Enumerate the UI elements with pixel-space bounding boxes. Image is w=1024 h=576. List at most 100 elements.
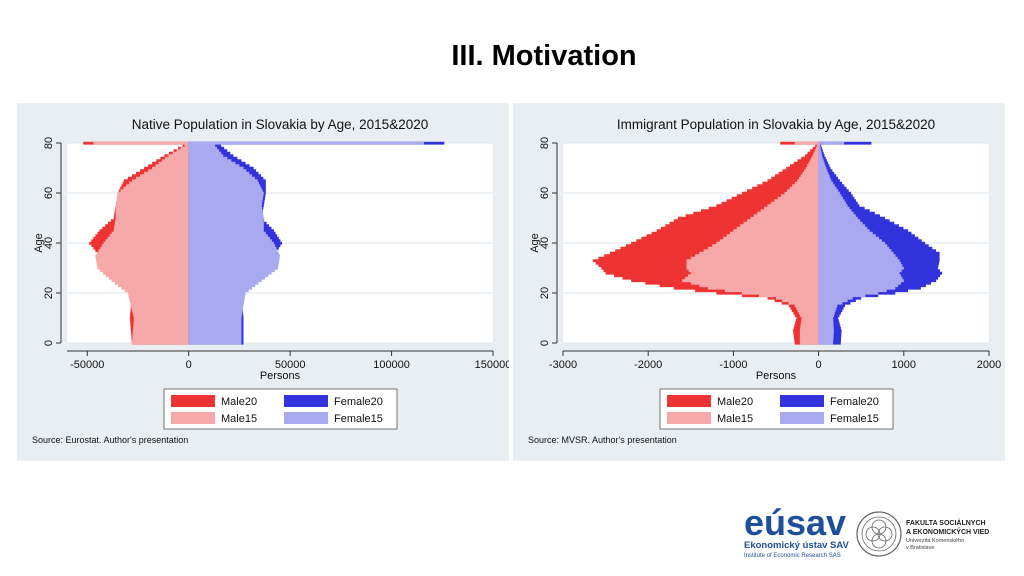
bar-male15 <box>115 206 189 210</box>
bar-male15 <box>144 171 189 175</box>
bar-male15 <box>152 166 189 170</box>
bar-female15 <box>818 264 903 268</box>
bar-female15 <box>188 341 242 345</box>
bar-female15 <box>818 159 824 163</box>
bar-female15 <box>818 309 836 313</box>
bar-male15 <box>161 159 189 163</box>
bar-female15 <box>818 301 843 305</box>
bar-female15 <box>818 189 839 193</box>
bar-male20 <box>673 219 819 223</box>
bar-male15 <box>133 326 189 330</box>
x-tick-label: -3000 <box>549 359 577 371</box>
bar-female15 <box>188 254 280 258</box>
bar-female15 <box>818 179 832 183</box>
bar-female15 <box>188 194 264 198</box>
bar-male15 <box>132 309 189 313</box>
bar-male15 <box>690 281 819 285</box>
bar-male15 <box>123 186 189 190</box>
bar-male15 <box>787 189 819 193</box>
bar-female15 <box>818 291 879 295</box>
bar-female15 <box>818 324 834 328</box>
bar-male15 <box>685 276 819 280</box>
bar-male20 <box>782 169 819 173</box>
bar-female15 <box>188 284 256 288</box>
bar-male20 <box>726 199 819 203</box>
bar-male20 <box>771 176 819 180</box>
bar-male15 <box>165 156 189 160</box>
bar-male15 <box>100 246 189 250</box>
bar-male15 <box>726 234 819 238</box>
bar-female15 <box>188 279 262 283</box>
bar-male15 <box>800 326 819 330</box>
bar-female15 <box>818 166 827 170</box>
bar-female15 <box>818 331 834 335</box>
bar-male15 <box>690 256 819 260</box>
bar-male15 <box>95 256 189 260</box>
bar-female15 <box>818 231 873 235</box>
bar-male15 <box>792 184 819 188</box>
bar-male20 <box>789 164 819 168</box>
bar-female15 <box>818 241 886 245</box>
bar-male15 <box>805 166 819 170</box>
bar-female15 <box>188 219 264 223</box>
bar-female15 <box>818 334 834 338</box>
bar-male15 <box>802 171 819 175</box>
x-tick-label: -50000 <box>70 359 104 371</box>
bar-female15 <box>188 264 279 268</box>
bar-male15 <box>686 261 819 265</box>
bar-male15 <box>690 271 819 275</box>
bar-male15 <box>736 226 819 230</box>
bar-male15 <box>757 211 819 215</box>
bar-male15 <box>798 311 819 315</box>
esav-logo: eúsav Ekonomický ústav SAV Institute of … <box>744 503 850 559</box>
bar-male20 <box>793 161 819 165</box>
bar-male15 <box>703 249 819 253</box>
bar-male15 <box>95 254 189 258</box>
bar-male15 <box>131 179 189 183</box>
bar-male20 <box>767 179 819 183</box>
bar-female15 <box>188 261 279 265</box>
bar-female15 <box>188 144 216 148</box>
bar-male15 <box>98 249 189 253</box>
bar-male20 <box>762 181 819 185</box>
x-tick-label: 0 <box>186 359 192 371</box>
y-tick-label: 0 <box>539 340 551 346</box>
bar-female15 <box>818 329 834 333</box>
bar-female15 <box>188 281 259 285</box>
chart-title: Immigrant Population in Slovakia by Age,… <box>617 117 935 132</box>
bar-male15 <box>796 306 819 310</box>
bar-male15 <box>800 324 819 328</box>
bar-female15 <box>188 181 259 185</box>
bar-male15 <box>127 291 189 295</box>
bar-male15 <box>97 266 189 270</box>
bar-male15 <box>733 229 819 233</box>
bar-female15 <box>818 199 845 203</box>
bar-female15 <box>818 326 834 330</box>
bar-female15 <box>188 206 263 210</box>
y-tick-label: 20 <box>539 287 551 299</box>
bar-male15 <box>132 331 189 335</box>
x-tick-label: 100000 <box>373 359 410 371</box>
bar-female15 <box>188 174 253 178</box>
bar-male20 <box>716 204 819 208</box>
bar-male20 <box>693 211 819 215</box>
bar-male15 <box>131 306 189 310</box>
bar-male15 <box>158 161 189 165</box>
bar-female15 <box>188 289 249 293</box>
x-tick-label: 150000 <box>475 359 509 371</box>
bar-female15 <box>188 309 243 313</box>
bar-male15 <box>799 334 819 338</box>
bar-male20 <box>801 156 819 160</box>
bar-male15 <box>109 234 189 238</box>
bar-female15 <box>188 231 266 235</box>
bar-male15 <box>699 251 819 255</box>
bar-female15 <box>818 266 904 270</box>
bar-male15 <box>807 164 819 168</box>
fsev-line4: v Bratislave <box>906 545 934 551</box>
bar-male15 <box>124 289 189 293</box>
bar-female15 <box>818 311 835 315</box>
bar-female15 <box>188 159 232 163</box>
fsev-line3: Univerzita Komenského <box>906 538 964 544</box>
bar-female20 <box>818 141 872 145</box>
y-tick-label: 40 <box>43 237 55 249</box>
